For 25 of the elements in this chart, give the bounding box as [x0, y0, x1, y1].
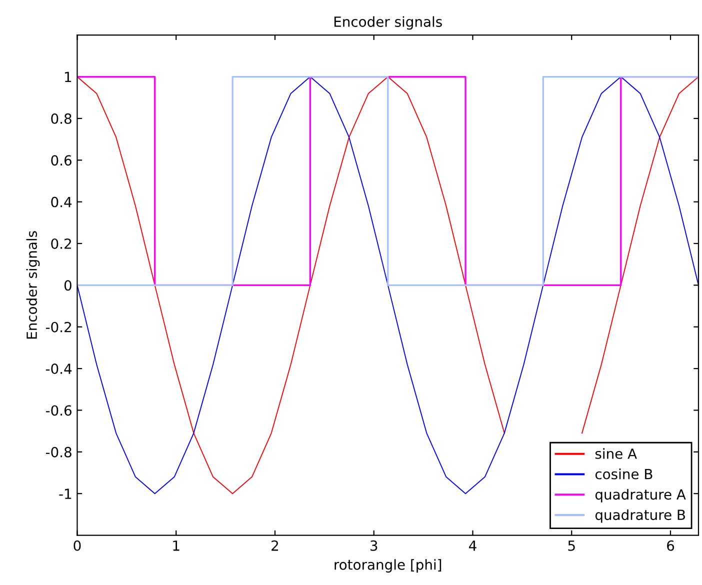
y-tick-label: 0.4: [51, 196, 72, 208]
y-tick-label: 0.2: [51, 238, 71, 249]
legend-label: quadrature A: [595, 488, 686, 502]
y-tick-label: -0.2: [46, 322, 71, 332]
x-tick-label: 5: [568, 540, 575, 551]
y-axis-title: Encoder signals: [26, 231, 40, 339]
x-tick-label: 4: [469, 540, 476, 551]
y-tick-label: -0.4: [46, 364, 72, 374]
x-tick-label: 0: [74, 540, 81, 551]
y-tick-label: 0.6: [51, 155, 72, 166]
chart-title: Encoder signals: [334, 16, 442, 30]
y-tick-label: -0.6: [46, 405, 72, 416]
x-tick-label: 1: [173, 540, 180, 551]
x-tick-label: 2: [272, 540, 278, 551]
legend-label: sine A: [595, 448, 637, 459]
legend-label: cosine B: [595, 468, 652, 480]
y-tick-label: 0.8: [51, 113, 72, 124]
y-tick-label: 0: [64, 280, 72, 291]
x-tick-label: 3: [370, 540, 378, 551]
legend-label: quadrature B: [595, 509, 686, 523]
x-axis-title: rotorangle [phi]: [334, 559, 442, 573]
x-tick-label: 6: [667, 540, 674, 551]
y-tick-label: -1: [59, 488, 72, 499]
y-tick-label: -0.8: [46, 446, 72, 458]
y-tick-label: 1: [65, 72, 72, 82]
